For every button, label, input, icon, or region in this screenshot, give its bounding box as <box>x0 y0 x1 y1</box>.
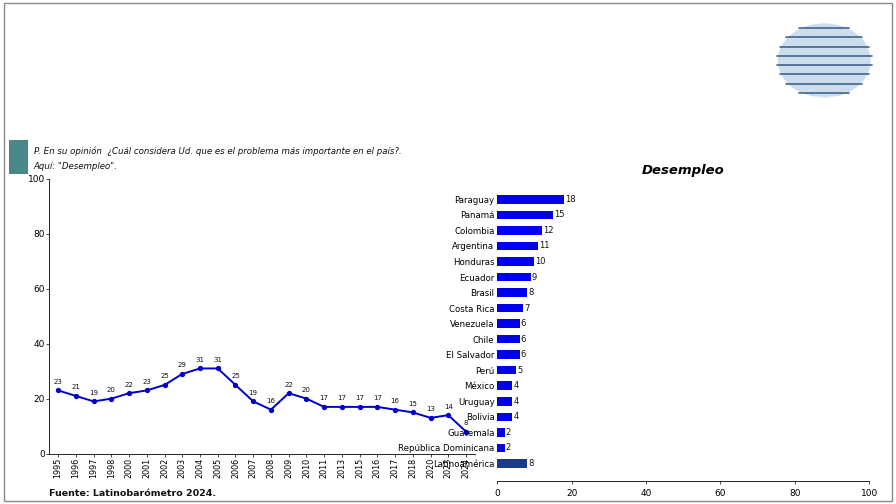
Text: 23: 23 <box>54 379 63 385</box>
Bar <box>9 140 29 174</box>
Text: 21: 21 <box>72 385 81 391</box>
Bar <box>497 428 504 436</box>
Text: 5: 5 <box>517 366 522 374</box>
Text: 25: 25 <box>231 373 240 380</box>
Text: 17: 17 <box>320 395 329 401</box>
Bar <box>497 226 542 235</box>
Bar <box>497 397 513 406</box>
Text: 2: 2 <box>506 428 511 437</box>
Bar <box>497 320 520 328</box>
Bar <box>497 444 504 452</box>
Text: 10: 10 <box>536 257 546 266</box>
Text: 25: 25 <box>160 373 169 380</box>
Text: 17: 17 <box>373 395 382 401</box>
Text: 16: 16 <box>391 398 400 404</box>
Bar <box>497 304 523 312</box>
Text: 6: 6 <box>521 335 526 344</box>
Bar <box>497 195 564 204</box>
Text: 15: 15 <box>554 210 564 219</box>
Text: 20: 20 <box>302 387 311 393</box>
Text: 8: 8 <box>464 420 469 426</box>
Text: 4: 4 <box>513 397 519 406</box>
Bar <box>497 366 516 374</box>
Bar <box>497 257 534 266</box>
Text: 15: 15 <box>409 401 418 407</box>
Text: 22: 22 <box>284 382 293 388</box>
Text: 11: 11 <box>539 241 550 250</box>
Text: 19: 19 <box>249 390 258 396</box>
Text: 20: 20 <box>107 387 116 393</box>
Text: 1995 · 2024: 1995 · 2024 <box>806 96 843 101</box>
Bar <box>497 459 527 468</box>
Text: 4: 4 <box>513 412 519 421</box>
Text: P. En su opinión  ¿Cuál considera Ud. que es el problema más importante en el pa: P. En su opinión ¿Cuál considera Ud. que… <box>33 147 401 156</box>
Title: Desempleo: Desempleo <box>642 164 725 177</box>
Bar <box>497 211 553 219</box>
Text: 6: 6 <box>521 319 526 328</box>
Text: 31: 31 <box>195 357 204 363</box>
Text: 16: 16 <box>266 398 275 404</box>
Text: 23: 23 <box>142 379 151 385</box>
Text: 6: 6 <box>521 350 526 359</box>
Text: 22: 22 <box>125 382 134 388</box>
Text: EL DESEMPLEO – PREGUNTA ABIERTA: EL DESEMPLEO – PREGUNTA ABIERTA <box>21 58 393 77</box>
Text: 8: 8 <box>528 288 533 297</box>
Text: 12: 12 <box>543 226 554 235</box>
Text: 4: 4 <box>513 381 519 390</box>
Text: PROBLEMAS MÁS IMPORTANTES:: PROBLEMAS MÁS IMPORTANTES: <box>21 18 352 36</box>
Text: 9: 9 <box>532 273 537 282</box>
Bar <box>497 350 520 359</box>
Text: 13: 13 <box>426 406 435 412</box>
Bar <box>497 273 530 281</box>
Text: 31: 31 <box>213 357 222 363</box>
Bar <box>497 242 538 250</box>
Bar <box>497 288 527 297</box>
Text: 19: 19 <box>89 390 99 396</box>
Bar <box>497 335 520 343</box>
Text: Aquí: "Desempleo".: Aquí: "Desempleo". <box>33 162 117 171</box>
Text: 17: 17 <box>338 395 347 401</box>
Text: 14: 14 <box>444 404 452 410</box>
Bar <box>497 413 513 421</box>
Bar <box>497 382 513 390</box>
Text: 18: 18 <box>565 195 576 204</box>
Text: 17: 17 <box>355 395 364 401</box>
Text: TOTAL LATINOAMÉRICA 1995 – 2024 - TOTAL POR PAÍS 2024: TOTAL LATINOAMÉRICA 1995 – 2024 - TOTAL … <box>21 116 416 129</box>
Text: 8: 8 <box>528 459 533 468</box>
Text: 29: 29 <box>177 362 186 368</box>
Text: Fuente: Latinobarómetro 2024.: Fuente: Latinobarómetro 2024. <box>49 489 217 498</box>
Text: 7: 7 <box>524 303 530 312</box>
Text: 2: 2 <box>506 444 511 453</box>
Circle shape <box>777 22 872 99</box>
